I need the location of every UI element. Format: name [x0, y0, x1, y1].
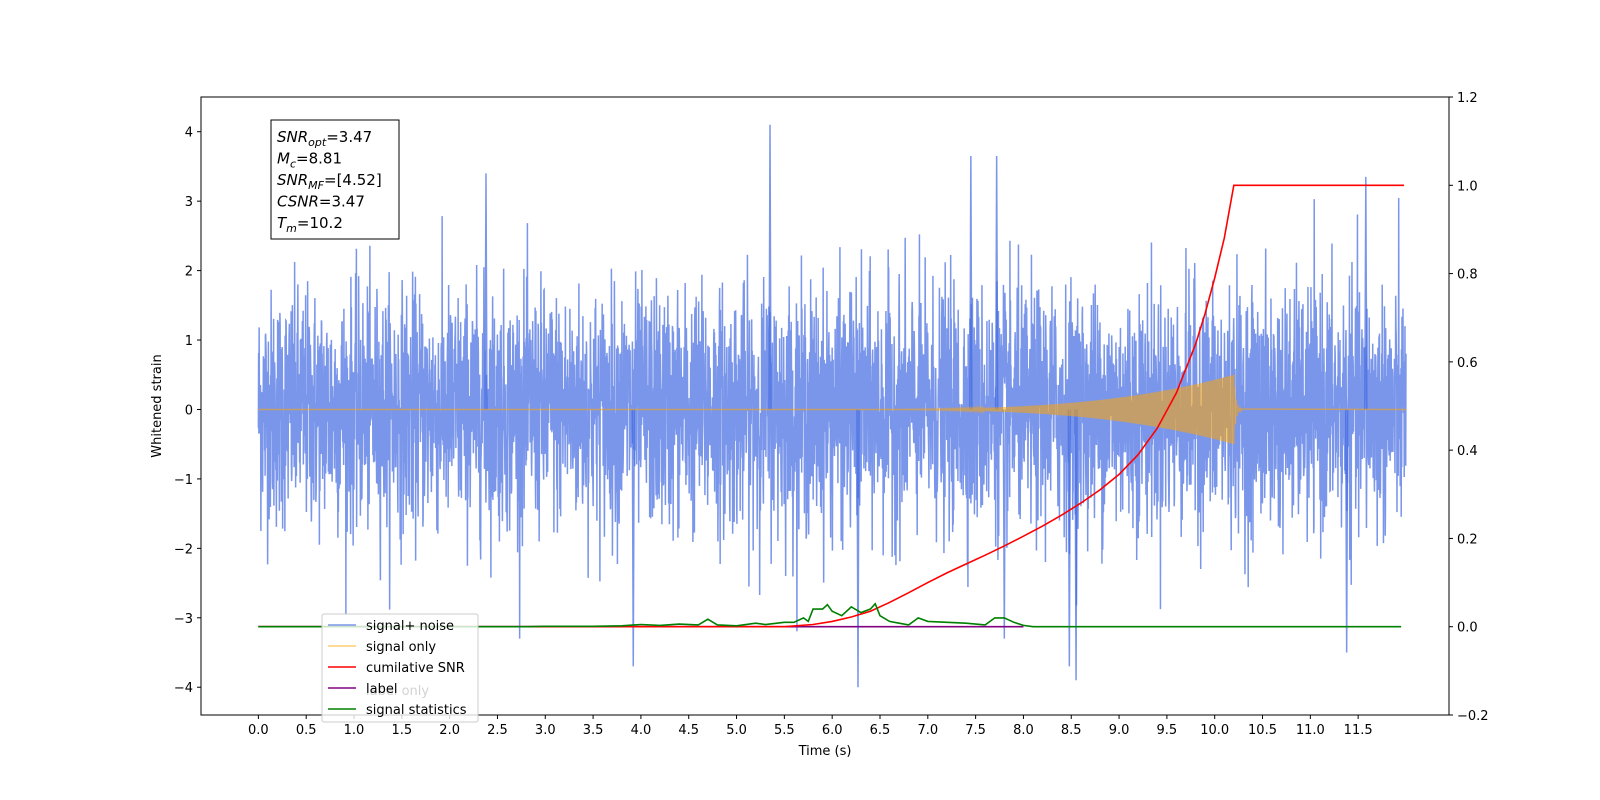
y-tick-label: −3 — [174, 612, 193, 627]
x-tick-label: 5.0 — [726, 723, 747, 738]
stats-annotation-line: CSNR=3.47 — [277, 193, 365, 211]
y2-tick-label: 0.2 — [1457, 532, 1478, 547]
series-signal-only-line — [258, 374, 1406, 445]
signal-noise-spike-7 — [631, 409, 636, 667]
y-tick-label: 3 — [185, 195, 193, 210]
x-tick-label: 7.5 — [965, 723, 986, 738]
stats-annotation-line: Tm=10.2 — [277, 214, 343, 235]
signal-noise-spike-2 — [969, 156, 973, 410]
series-cumulative-snr-line — [258, 184, 1405, 628]
y-tick-label: 4 — [185, 126, 193, 141]
x-tick-label: 3.5 — [583, 723, 604, 738]
legend-entry-label: cumilative SNR — [366, 661, 465, 676]
x-tick-label: 5.5 — [774, 723, 795, 738]
x-tick-label: 9.0 — [1109, 723, 1130, 738]
x-tick-label: 8.0 — [1013, 723, 1034, 738]
legend-frame — [321, 613, 479, 723]
stats-annotation-frame — [270, 119, 400, 240]
y-axis-label: Whitened strain — [150, 354, 165, 457]
y-tick-label: 2 — [185, 265, 193, 280]
stats-annotation-line: Mc=8.81 — [277, 150, 342, 171]
y2-tick-label: 0.0 — [1457, 621, 1478, 636]
x-tick-label: 0.5 — [296, 723, 317, 738]
x-tick-label: 4.0 — [631, 723, 652, 738]
y-tick-label: −2 — [174, 542, 193, 557]
legend-entry-label: signal only — [366, 640, 436, 655]
y-tick-label: −4 — [174, 681, 193, 696]
legend-entry-label: signal statistics — [366, 703, 467, 718]
series-signal-statistics-line — [258, 602, 1402, 628]
y-tick-label: 0 — [185, 403, 193, 418]
y2-tick-label: 1.2 — [1457, 91, 1478, 106]
y2-tick-label: 0.8 — [1457, 268, 1478, 283]
x-tick-label: 7.0 — [917, 723, 938, 738]
x-tick-label: 6.0 — [822, 723, 843, 738]
x-tick-label: 0.0 — [248, 723, 269, 738]
y2-tick-label: −0.2 — [1457, 709, 1489, 724]
legend-entry-label: label — [366, 682, 397, 697]
x-tick-label: 11.0 — [1296, 723, 1325, 738]
signal-noise-spike-3 — [994, 156, 999, 410]
x-axis-label: Time (s) — [798, 744, 852, 759]
x-tick-label: 2.0 — [439, 723, 460, 738]
x-axis: 0.0 0.5 1.0 1.5 2.0 2.5 3.0 3.5 4.0 4.5 5.0 5.5 6.0 6… — [248, 715, 1373, 738]
legend-entry-label: label only — [366, 684, 429, 699]
signal-noise-spike-8 — [1067, 409, 1072, 667]
y2-tick-label: 1.0 — [1457, 179, 1478, 194]
signal-noise-spike-0 — [768, 124, 772, 410]
x-tick-label: 2.5 — [487, 723, 508, 738]
x-tick-label: 6.5 — [870, 723, 891, 738]
y-tick-label: −1 — [174, 473, 193, 488]
signal-noise-spike-1 — [484, 173, 488, 410]
x-tick-label: 8.5 — [1061, 723, 1082, 738]
x-tick-label: 3.0 — [535, 723, 556, 738]
y-axis-right: −0.2 0.0 0.2 0.4 0.6 0.8 1.0 1.2 — [1449, 91, 1489, 724]
stats-annotation-line: SNRMF=[4.52] — [277, 171, 382, 192]
stats-annotation-line: SNRopt=3.47 — [277, 128, 372, 149]
x-tick-label: 4.5 — [678, 723, 699, 738]
x-tick-label: 10.5 — [1248, 723, 1277, 738]
y2-tick-label: 0.4 — [1457, 444, 1478, 459]
y-tick-label: 1 — [185, 334, 193, 349]
x-tick-label: 1.0 — [344, 723, 365, 738]
x-tick-label: 11.5 — [1344, 723, 1373, 738]
x-tick-label: 1.5 — [391, 723, 412, 738]
y2-tick-label: 0.6 — [1457, 356, 1478, 371]
x-tick-label: 9.5 — [1157, 723, 1178, 738]
signal-noise-spike-4 — [1364, 176, 1368, 410]
y-axis-left: −4 −3 −2 −1 0 1 2 3 4 — [174, 126, 201, 696]
signal-noise-spike-10 — [1002, 409, 1007, 639]
legend: signal+ noise signal only cumilative SNR la… — [321, 613, 479, 723]
legend-entry-label: signal+ noise — [366, 619, 454, 634]
plot-frame — [200, 96, 1450, 716]
x-tick-label: 10.0 — [1200, 723, 1229, 738]
